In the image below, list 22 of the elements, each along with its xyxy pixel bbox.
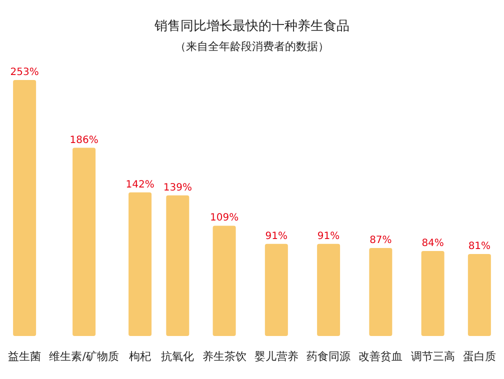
x-tick-label: 维生素/矿物质 [49, 350, 119, 363]
x-tick-label: 婴儿营养 [254, 350, 298, 363]
data-label: 87% [370, 234, 392, 246]
x-tick-label: 蛋白质 [462, 350, 496, 363]
data-label: 253% [10, 67, 39, 78]
data-label: 84% [422, 238, 444, 250]
x-tick-label: 枸杞 [129, 350, 152, 363]
data-label: 186% [70, 134, 98, 146]
x-tick-label: 养生茶饮 [202, 350, 246, 363]
x-tick-label: 抗氧化 [161, 350, 194, 363]
chart-title: 销售同比增长最快的十种养生食品 [154, 18, 350, 34]
x-tick-label: 调节三高 [410, 350, 455, 363]
data-label: 91% [265, 230, 288, 242]
data-label: 91% [317, 230, 340, 242]
chart-subtitle: （来自全年龄段消费者的数据） [175, 40, 329, 53]
data-label: 139% [163, 182, 192, 194]
x-tick-label: 益生菌 [8, 350, 42, 363]
data-label: 81% [468, 241, 491, 252]
data-label: 142% [126, 179, 154, 190]
x-tick-label: 药食同源 [306, 350, 351, 363]
data-label: 109% [210, 212, 239, 224]
x-tick-label: 改善贫血 [358, 350, 403, 363]
